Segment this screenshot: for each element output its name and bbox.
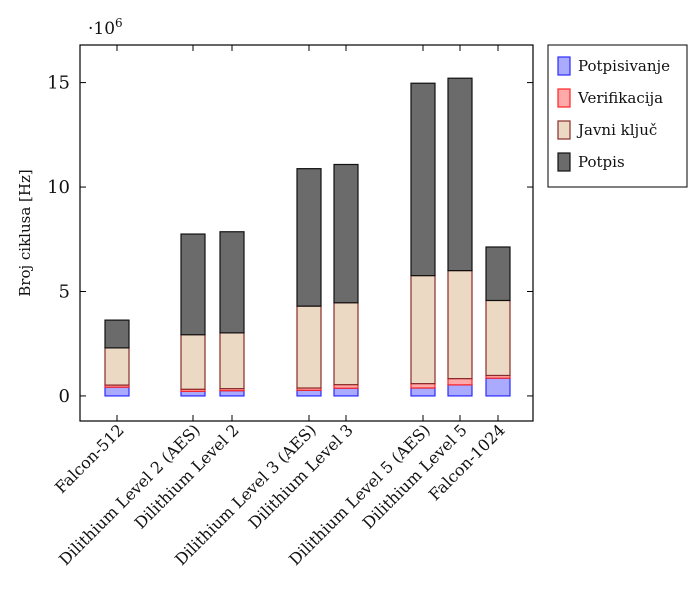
bar-segment bbox=[485, 246, 511, 302]
bar-segment bbox=[180, 334, 206, 390]
bar-stack bbox=[410, 82, 436, 397]
bar-segment bbox=[410, 383, 436, 389]
bar-segment bbox=[447, 384, 473, 397]
bar-stack bbox=[447, 77, 473, 397]
bar-segment bbox=[219, 231, 245, 334]
bar-segment bbox=[410, 82, 436, 277]
bar-segment bbox=[333, 387, 359, 397]
legend-swatch bbox=[557, 120, 571, 140]
bar-segment bbox=[180, 233, 206, 336]
bar-segment bbox=[447, 77, 473, 272]
bar-segment bbox=[333, 302, 359, 386]
bar-segment bbox=[410, 275, 436, 385]
bar-segment bbox=[296, 168, 322, 307]
y-multiplier-base: ·10 bbox=[88, 19, 115, 39]
bar-segment bbox=[104, 347, 130, 386]
y-axis-label: Broj ciklusa [Hz] bbox=[16, 169, 34, 297]
legend-label: Potpisivanje bbox=[578, 57, 670, 75]
bar-segment bbox=[447, 270, 473, 380]
bar-stack bbox=[104, 319, 130, 397]
bar-stack bbox=[219, 231, 245, 397]
legend-box bbox=[547, 44, 688, 188]
bar-stack bbox=[180, 233, 206, 397]
bar-segment bbox=[485, 377, 511, 397]
x-category-label: Falcon-512 bbox=[51, 420, 128, 497]
legend-swatch bbox=[557, 88, 571, 108]
bar-segment bbox=[333, 163, 359, 304]
legend-label: Javni ključ bbox=[576, 121, 657, 139]
legend: Potpisivanje Verifikacija Javni ključ Potpi… bbox=[547, 44, 688, 188]
y-multiplier-label: ·106 bbox=[88, 16, 123, 39]
bar-segment bbox=[447, 377, 473, 386]
bar-segment bbox=[485, 299, 511, 377]
bar-segment bbox=[180, 390, 206, 397]
bar-segment bbox=[296, 305, 322, 389]
legend-label: Verifikacija bbox=[577, 89, 663, 107]
bar-stack bbox=[333, 163, 359, 397]
y-tick-label: 10 bbox=[47, 177, 70, 198]
bar-segment bbox=[104, 386, 130, 397]
y-axis: 0 5 10 15 bbox=[47, 73, 533, 407]
bar-segment bbox=[219, 332, 245, 390]
legend-swatch bbox=[557, 152, 571, 172]
y-tick-label: 5 bbox=[59, 281, 70, 302]
bar-stack bbox=[485, 246, 511, 397]
bar-segment bbox=[410, 387, 436, 397]
y-multiplier-exponent: 6 bbox=[115, 16, 123, 30]
bar-stack bbox=[296, 168, 322, 397]
bar-segment bbox=[296, 389, 322, 397]
y-tick-label: 15 bbox=[47, 73, 70, 94]
bars-layer bbox=[104, 77, 511, 397]
bar-segment bbox=[104, 319, 130, 349]
bar-segment bbox=[219, 390, 245, 397]
y-tick-label: 0 bbox=[59, 386, 70, 407]
plot-frame bbox=[79, 44, 534, 422]
legend-swatch bbox=[557, 56, 571, 76]
legend-label: Potpis bbox=[578, 153, 625, 171]
